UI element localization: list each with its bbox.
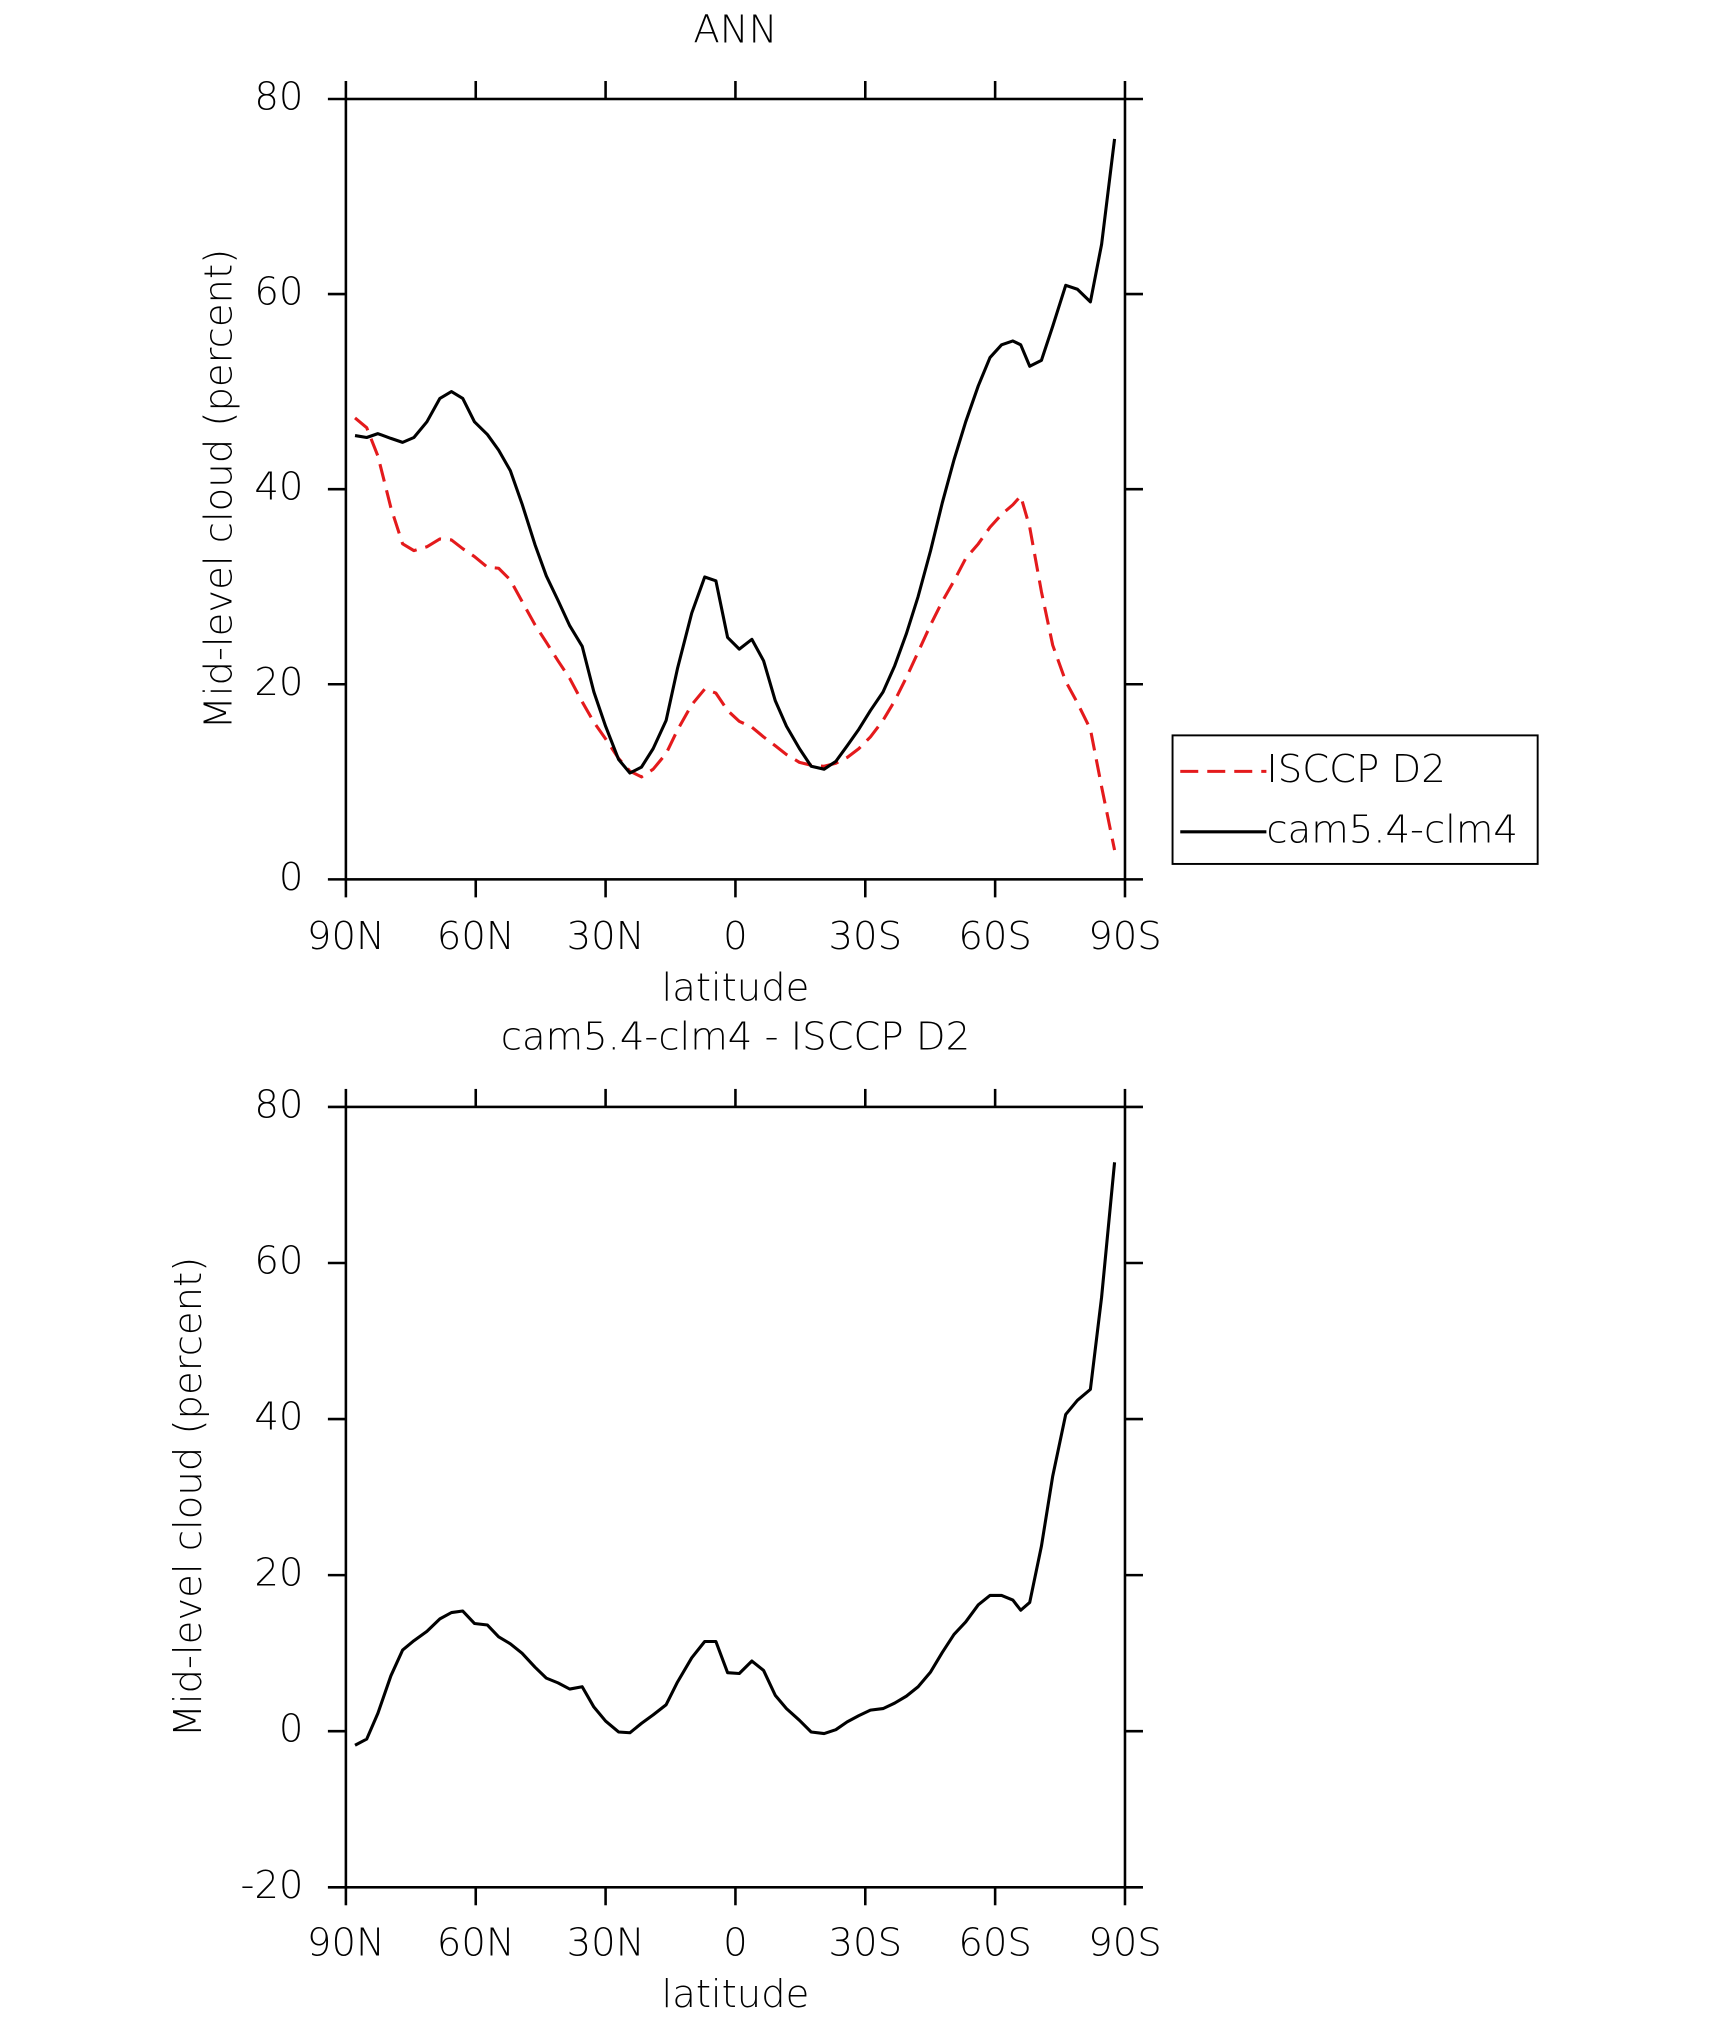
x-axis-label: latitude <box>661 965 809 1010</box>
x-tick-label: 30S <box>829 1921 903 1966</box>
legend-box <box>1171 734 1539 865</box>
y-tick-label: 80 <box>254 74 303 119</box>
data-line <box>354 416 1117 851</box>
y-tick-label: 40 <box>254 465 303 510</box>
y-tick-label: 80 <box>254 1082 303 1127</box>
y-axis-label: Mid-level cloud (percent) <box>197 249 242 730</box>
legend-label: ISCCP D2 <box>1266 747 1445 792</box>
y-axis-label: Mid-level cloud (percent) <box>166 1257 211 1738</box>
x-tick-label: 60N <box>437 914 515 959</box>
x-tick-label: 0 <box>723 1921 748 1966</box>
x-axis-label: latitude <box>661 1972 809 2017</box>
plot-frame <box>344 97 1127 881</box>
data-line <box>354 1162 1117 1747</box>
chart-title: cam5.4-clm4 - ISCCP D2 <box>501 1014 970 1059</box>
y-tick-label: 0 <box>279 1707 304 1752</box>
legend-label: cam5.4-clm4 <box>1266 807 1518 852</box>
y-tick-label: 20 <box>254 660 303 705</box>
y-tick-label: 20 <box>254 1551 303 1596</box>
x-tick-label: 30N <box>567 1921 645 1966</box>
y-tick-label: -20 <box>240 1863 303 1908</box>
x-tick-label: 60S <box>958 1921 1032 1966</box>
y-tick-label: 60 <box>254 1238 303 1283</box>
x-tick-label: 90S <box>1088 1921 1162 1966</box>
x-tick-label: 30S <box>829 914 903 959</box>
x-tick-label: 90S <box>1088 914 1162 959</box>
x-tick-label: 60S <box>958 914 1032 959</box>
chart-title: ANN <box>693 8 777 53</box>
y-tick-label: 40 <box>254 1395 303 1440</box>
y-tick-label: 60 <box>254 270 303 315</box>
x-tick-label: 60N <box>437 1921 515 1966</box>
plot-frame <box>344 1105 1127 1889</box>
x-tick-label: 90N <box>307 914 385 959</box>
x-tick-label: 0 <box>723 914 748 959</box>
data-line <box>354 138 1117 775</box>
x-tick-label: 30N <box>567 914 645 959</box>
x-tick-label: 90N <box>307 1921 385 1966</box>
y-tick-label: 0 <box>279 855 304 900</box>
